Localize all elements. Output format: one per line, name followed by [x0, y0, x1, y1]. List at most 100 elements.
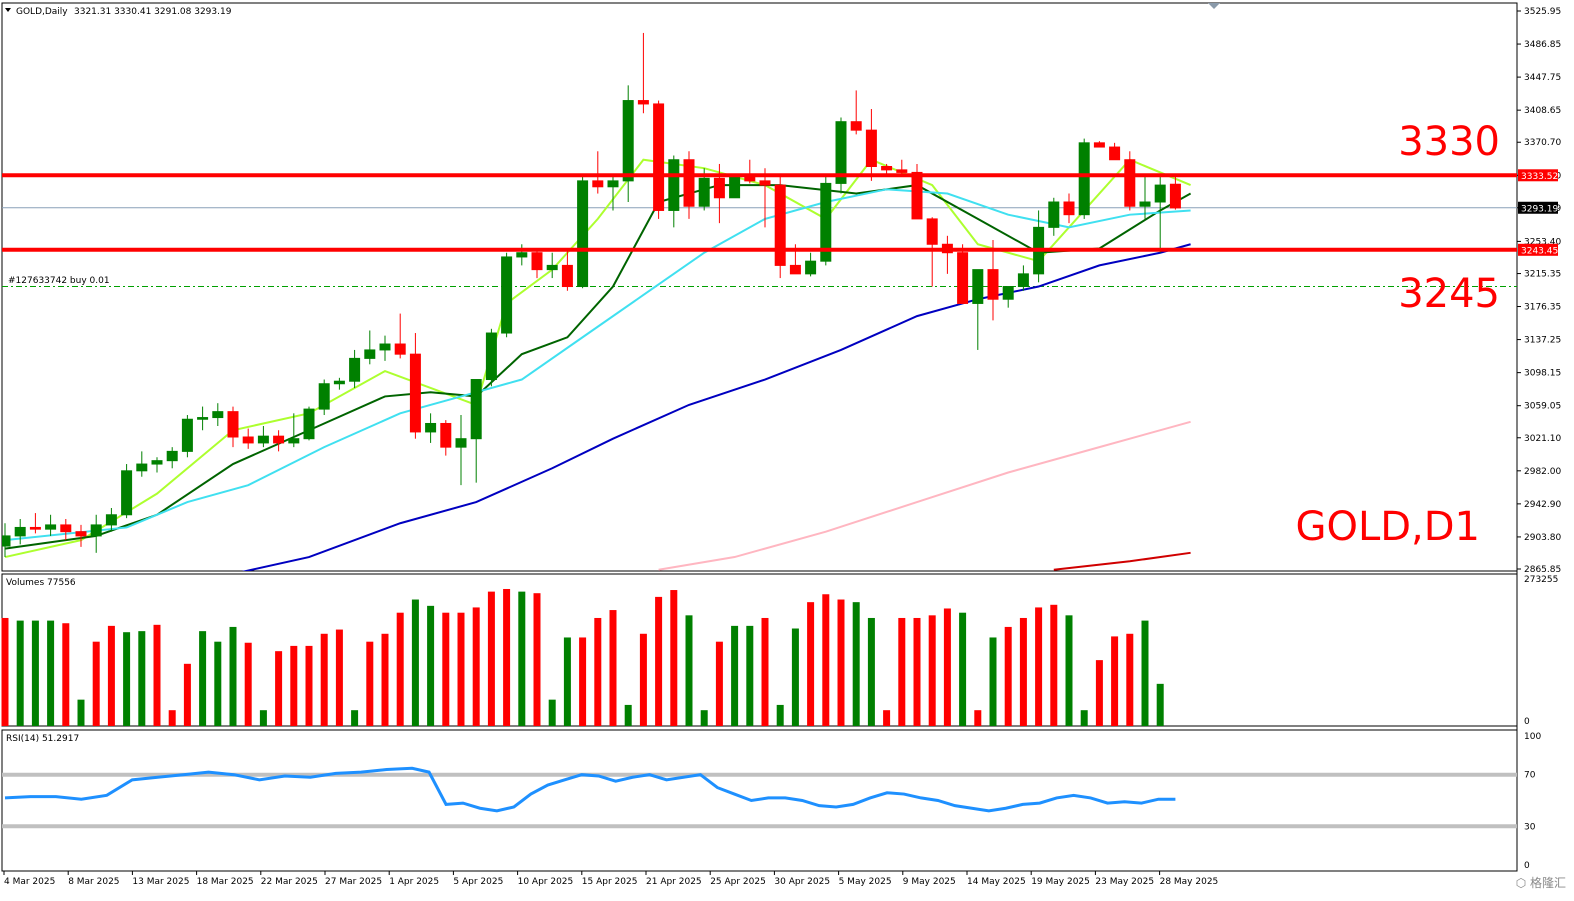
time-tick-label: 9 May 2025 [903, 877, 956, 887]
candle-body [653, 103, 665, 211]
candle-body [1093, 142, 1105, 148]
candle-body [501, 256, 513, 334]
time-tick-label: 30 Apr 2025 [774, 877, 830, 887]
candle-body [774, 184, 786, 266]
time-tick-label: 25 Apr 2025 [710, 877, 766, 887]
candle-body [151, 460, 163, 465]
candle-body [1124, 159, 1136, 207]
bid-price-tag [1518, 201, 1558, 214]
level-price-tag [1518, 169, 1558, 182]
candle-body [577, 180, 589, 288]
price-tick-label: 3176.35 [1524, 303, 1561, 313]
ohlc-readout: 3321.31 3330.41 3291.08 3293.19 [74, 7, 232, 17]
candle-body [729, 176, 741, 199]
price-tick-label: 3253.40 [1524, 237, 1561, 247]
volume-bar [548, 699, 556, 726]
volume-max-label: 273255 [1524, 575, 1558, 585]
candle-body [45, 524, 57, 530]
time-tick-label: 28 May 2025 [1160, 877, 1219, 887]
candle-body [561, 264, 573, 288]
price-tick-label: 3486.85 [1524, 40, 1561, 50]
volume-panel [1, 573, 1518, 727]
volume-bar [518, 591, 526, 726]
volume-bar [351, 710, 359, 726]
volume-bar [183, 663, 191, 726]
level-price-tag [1518, 243, 1558, 256]
candle-body [1017, 273, 1029, 288]
candle-body [257, 435, 269, 444]
volume-bar [655, 596, 663, 726]
volume-bar [837, 599, 845, 726]
rsi-tick-label: 30 [1524, 822, 1536, 832]
candle-body [1169, 183, 1181, 209]
volume-bar [442, 612, 450, 726]
volume-bar [1019, 617, 1027, 726]
time-tick-label: 4 Mar 2025 [4, 877, 55, 887]
volume-bar [1, 617, 9, 726]
volume-bar [1111, 636, 1119, 726]
time-tick-label: 18 Mar 2025 [197, 877, 254, 887]
volume-bar [214, 641, 222, 726]
volume-bar [47, 620, 55, 726]
price-tick-label: 2942.90 [1524, 500, 1561, 510]
candle-body [607, 180, 619, 188]
volume-bar [62, 623, 70, 726]
volume-bar [503, 588, 511, 726]
candle-body [531, 252, 543, 271]
candle-body [759, 180, 771, 186]
volume-bar [594, 617, 602, 726]
candle-body [957, 252, 969, 304]
candle-body [485, 332, 497, 381]
support-label: 3245 [1398, 271, 1500, 317]
time-tick-label: 5 Apr 2025 [453, 877, 503, 887]
volume-bar [31, 620, 39, 726]
volume-bar [411, 599, 419, 726]
volume-bar [883, 710, 891, 726]
dropdown-triangle-icon [5, 8, 11, 12]
candle-body [75, 531, 87, 537]
volume-bar [199, 631, 207, 726]
symbol-timeframe-label: GOLD,D1 [1295, 504, 1480, 550]
volume-bar [320, 633, 328, 726]
volume-bar [959, 612, 967, 726]
candle-body [1154, 184, 1166, 203]
candle-body [1063, 201, 1075, 216]
volume-bar [822, 594, 830, 726]
candle-body [835, 121, 847, 184]
candle-body [333, 380, 345, 385]
volume-bar [290, 645, 298, 726]
candle-body [29, 526, 41, 530]
volume-bar [1080, 710, 1088, 726]
candle-body [166, 450, 178, 462]
bid-price-tag-label: 3293.19 [1521, 204, 1558, 214]
time-tick-label: 1 Apr 2025 [389, 877, 439, 887]
volume-bar [609, 610, 617, 726]
candle-body [379, 343, 391, 351]
time-tick-label: 8 Mar 2025 [68, 877, 119, 887]
volume-bar [715, 641, 723, 726]
time-tick-label: 10 Apr 2025 [518, 877, 574, 887]
candle-body [546, 264, 558, 271]
volume-bar [913, 617, 921, 726]
volume-bar [1050, 604, 1058, 726]
candle-body [349, 357, 361, 382]
candle-body [820, 182, 832, 262]
volume-bar [670, 590, 678, 726]
candle-body [212, 411, 224, 419]
volume-bar [107, 625, 115, 726]
price-tick-label: 3215.35 [1524, 270, 1561, 280]
price-tick-label: 2903.80 [1524, 533, 1561, 543]
volume-bar [229, 626, 237, 726]
volume-bar [153, 624, 161, 726]
candle-body [2, 535, 11, 547]
level-price-tag-label: 3243.45 [1521, 246, 1558, 256]
candle-body [1139, 201, 1151, 207]
candle-body [409, 353, 421, 433]
time-tick-label: 19 May 2025 [1031, 877, 1090, 887]
price-plot [2, 32, 1517, 571]
volume-bar [457, 612, 465, 726]
volume-bar [776, 704, 784, 726]
time-tick-label: 23 May 2025 [1095, 877, 1154, 887]
volume-bar [259, 710, 267, 726]
